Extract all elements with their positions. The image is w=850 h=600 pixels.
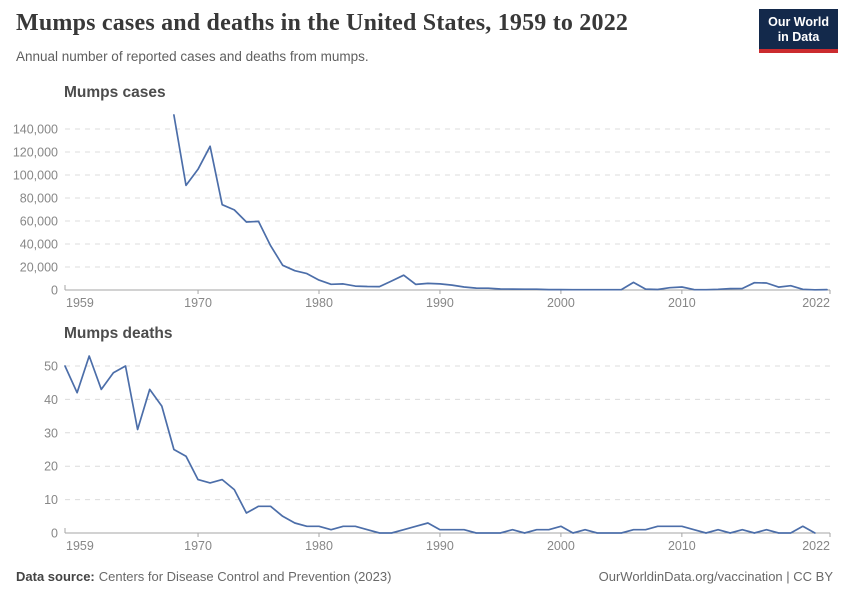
svg-text:10: 10	[44, 493, 58, 507]
svg-text:2022: 2022	[802, 539, 830, 553]
svg-text:2010: 2010	[668, 539, 696, 553]
svg-text:2022: 2022	[802, 296, 830, 310]
deaths-line-chart: 0 10 20 30 40 50 1959 1970 1980 1990 2000 2010 2022	[44, 355, 831, 553]
svg-text:1980: 1980	[305, 539, 333, 553]
svg-text:1970: 1970	[184, 539, 212, 553]
svg-text:140,000: 140,000	[13, 123, 58, 137]
owid-logo[interactable]: Our World in Data	[759, 9, 838, 53]
license-label: CC BY	[793, 569, 833, 584]
owid-logo-line2: in Data	[777, 30, 820, 44]
svg-text:20,000: 20,000	[20, 261, 58, 275]
svg-text:0: 0	[51, 284, 58, 298]
svg-text:2000: 2000	[547, 296, 575, 310]
svg-text:1959: 1959	[66, 296, 94, 310]
svg-text:80,000: 80,000	[20, 192, 58, 206]
svg-text:20: 20	[44, 460, 58, 474]
svg-text:100,000: 100,000	[13, 169, 58, 183]
svg-text:0: 0	[51, 527, 58, 541]
svg-text:30: 30	[44, 426, 58, 440]
svg-text:1990: 1990	[426, 539, 454, 553]
page-title: Mumps cases and deaths in the United Sta…	[16, 10, 629, 36]
license-note: OurWorldinData.org/vaccination | CC BY	[599, 569, 833, 584]
svg-text:2000: 2000	[547, 539, 575, 553]
chart-footer: Data source: Centers for Disease Control …	[16, 569, 833, 584]
license-separator: |	[782, 569, 794, 584]
svg-text:40: 40	[44, 393, 58, 407]
deaths-chart-title: Mumps deaths	[64, 325, 173, 342]
svg-text:1990: 1990	[426, 296, 454, 310]
svg-text:40,000: 40,000	[20, 238, 58, 252]
data-source-label: Data source:	[16, 569, 95, 584]
owid-logo-line1: Our World	[768, 15, 829, 29]
svg-text:1980: 1980	[305, 296, 333, 310]
chart-subtitle: Annual number of reported cases and deat…	[16, 49, 369, 64]
svg-text:60,000: 60,000	[20, 215, 58, 229]
svg-text:50: 50	[44, 360, 58, 374]
svg-text:1970: 1970	[184, 296, 212, 310]
svg-text:120,000: 120,000	[13, 146, 58, 160]
cases-line-chart: 0 20,000 40,000 60,000 80,000 100,000 120,000 1…	[13, 114, 831, 310]
cases-chart-title: Mumps cases	[64, 84, 166, 101]
data-source: Data source: Centers for Disease Control …	[16, 569, 391, 584]
owid-url-link[interactable]: OurWorldinData.org/vaccination	[598, 569, 783, 584]
svg-text:2010: 2010	[668, 296, 696, 310]
data-source-text: Centers for Disease Control and Preventi…	[98, 569, 392, 584]
svg-text:1959: 1959	[66, 539, 94, 553]
